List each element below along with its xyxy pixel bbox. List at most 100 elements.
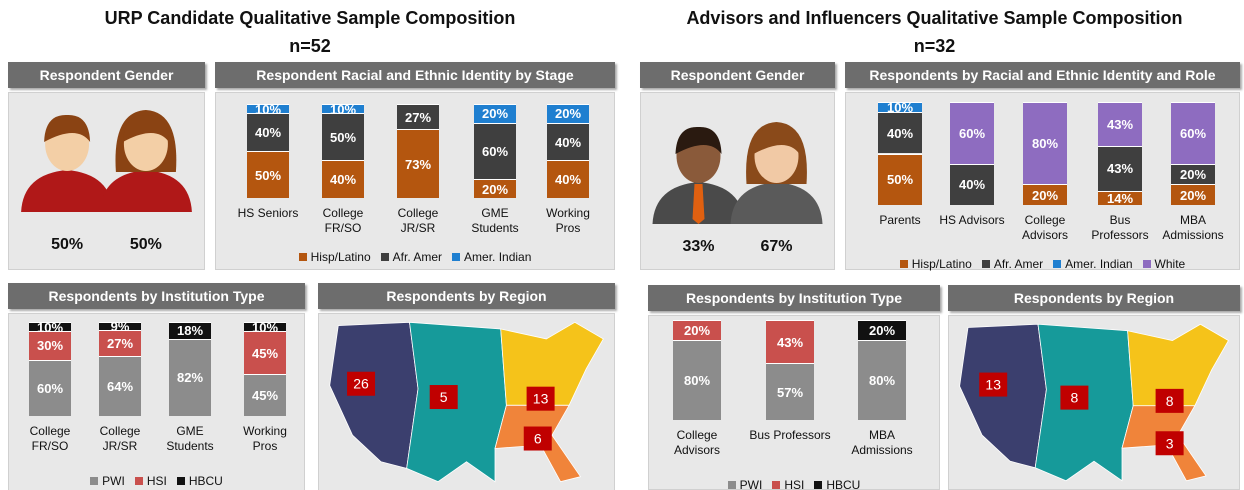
legend: PWI HSI HBCU (8, 474, 305, 488)
legend-swatch (90, 477, 99, 485)
bar-segment: 64% (99, 355, 141, 416)
icon-tie (692, 184, 705, 224)
gender-icons (652, 122, 823, 224)
bar-segment: 57% (766, 363, 814, 420)
bar-segment: 18% (169, 322, 211, 339)
bar-segment: 30% (29, 331, 71, 360)
bar-segment: 10% (322, 102, 364, 117)
legend-swatch (981, 260, 990, 268)
legend-swatch (134, 477, 143, 485)
data-label: 40% (886, 125, 914, 141)
region-count: 8 (1071, 390, 1079, 406)
bar-segment: 60% (29, 359, 71, 416)
bar-segment: 10% (247, 102, 289, 117)
data-label: 20% (868, 323, 896, 338)
data-label: 10% (254, 101, 282, 117)
data-label: 10% (886, 100, 914, 116)
legend-item: White (1142, 257, 1185, 271)
legend-swatch (899, 260, 908, 268)
panel-header: Respondent Gender (8, 62, 205, 88)
legend-swatch (727, 481, 736, 489)
map: 26 5 13 6 (329, 321, 604, 483)
region-marker (1155, 388, 1184, 413)
legend-label: HSI (784, 478, 805, 490)
bar-segment: 43% (766, 320, 814, 363)
region-count: 13 (985, 377, 1001, 393)
panel-title: Advisors and Influencers Qualitative Sam… (686, 8, 1183, 28)
region-count: 6 (534, 431, 542, 447)
x-tick-label: GME Students (471, 206, 519, 235)
data-label: 73% (404, 156, 432, 172)
bar-segment: 60% (950, 102, 994, 164)
data-label: 43% (1106, 117, 1134, 133)
bar-segment: 45% (244, 373, 286, 416)
region-marker (526, 386, 555, 411)
bar-segment: 43% (1098, 146, 1142, 191)
bar-segment: 9% (99, 319, 141, 334)
legend-label: Amer. Indian (464, 250, 532, 264)
x-tick-label: Bus Professors (749, 428, 831, 442)
x-tick-label: College JR/SR (99, 424, 141, 453)
legend-item: Amer. Indian (452, 250, 531, 264)
data-label: 40% (958, 177, 986, 193)
legend-swatch (1053, 260, 1062, 268)
bar-segment: 60% (1171, 102, 1215, 164)
data-label: 50% (886, 172, 914, 188)
icon-body (21, 170, 114, 212)
bar-segment: 20% (474, 104, 516, 123)
data-label: 9% (110, 319, 130, 335)
region-marker (1060, 385, 1089, 410)
data-label: 14% (1106, 190, 1134, 206)
icon-hair-top (675, 126, 722, 154)
x-tick-label: College Advisors (673, 428, 720, 457)
x-tick-label: Parents (879, 213, 921, 227)
data-label: 40% (554, 134, 582, 150)
gender-icons (21, 110, 192, 212)
data-label: 43% (1106, 161, 1134, 177)
bar-segment: 40% (247, 113, 289, 151)
panel-header: Respondents by Institution Type (8, 283, 305, 309)
map: 13 8 8 3 (959, 323, 1229, 482)
bar-segment: 20% (547, 104, 589, 123)
x-tick-label: Working Pros (243, 424, 287, 453)
legend-item: PWI (90, 474, 125, 488)
legend-label: Hisp/Latino (911, 257, 972, 271)
data-label: 45% (251, 387, 279, 403)
legend-swatch (772, 481, 781, 489)
data-label: 40% (254, 125, 282, 141)
data-label: 82% (176, 370, 204, 386)
legend-item: Afr. Amer (981, 257, 1043, 271)
legend-item: HBCU (176, 474, 223, 488)
gender-percent: 33% (682, 238, 715, 255)
data-label: 20% (554, 106, 582, 122)
panel-subtitle: n=52 (289, 36, 331, 56)
bar-segment: 40% (878, 112, 922, 154)
bar-segment: 20% (1023, 184, 1067, 205)
icon-hair-top (753, 126, 800, 154)
data-label: 10% (36, 319, 64, 335)
bar-segment: 50% (322, 113, 364, 161)
panel-header: Respondents by Region (318, 283, 615, 309)
bar-segment: 80% (858, 340, 906, 420)
legend-label: HSI (146, 474, 167, 488)
legend-item: Afr. Amer (380, 250, 442, 264)
region-count: 5 (440, 389, 448, 405)
x-tick-label: MBA Admissions (1162, 213, 1224, 242)
legend-item: Hisp/Latino (298, 250, 371, 264)
bar-segment: 40% (322, 160, 364, 198)
bar-segment: 40% (950, 163, 994, 205)
panel-header: Respondent Racial and Ethnic Identity by… (215, 62, 615, 88)
bar-segment: 60% (474, 122, 516, 180)
data-label: 20% (1031, 187, 1059, 203)
data-label: 20% (683, 323, 711, 338)
legend-item: Hisp/Latino (899, 257, 972, 271)
x-tick-label: College FR/SO (322, 206, 364, 235)
data-label: 60% (36, 380, 64, 396)
legend: PWI HSI HBCU (648, 478, 940, 490)
legend-swatch (452, 253, 461, 261)
x-tick-label: HS Seniors (237, 206, 299, 220)
bar-segment: 20% (1171, 184, 1215, 205)
legend-label: HBCU (188, 474, 223, 488)
icon-hair-top (122, 114, 169, 142)
